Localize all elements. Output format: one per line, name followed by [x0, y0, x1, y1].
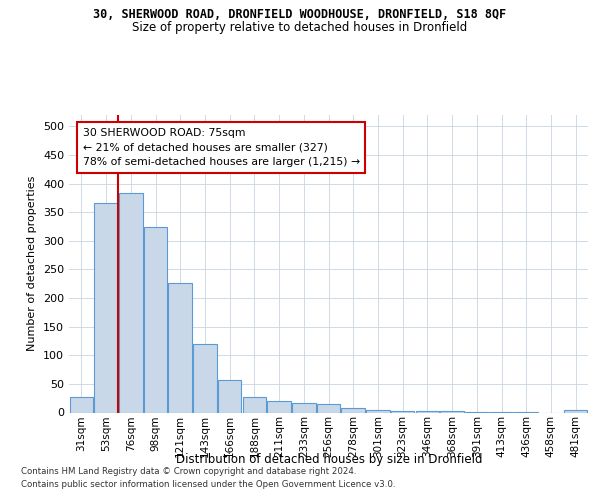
- Text: Size of property relative to detached houses in Dronfield: Size of property relative to detached ho…: [133, 21, 467, 34]
- Y-axis label: Number of detached properties: Number of detached properties: [28, 176, 37, 352]
- Bar: [341, 408, 365, 412]
- Bar: [169, 282, 192, 412]
- Bar: [242, 397, 266, 412]
- Bar: [218, 380, 241, 412]
- Bar: [317, 404, 340, 412]
- Bar: [391, 411, 415, 412]
- Bar: [144, 226, 167, 412]
- Text: 30, SHERWOOD ROAD, DRONFIELD WOODHOUSE, DRONFIELD, S18 8QF: 30, SHERWOOD ROAD, DRONFIELD WOODHOUSE, …: [94, 8, 506, 22]
- Text: 30 SHERWOOD ROAD: 75sqm
← 21% of detached houses are smaller (327)
78% of semi-d: 30 SHERWOOD ROAD: 75sqm ← 21% of detache…: [83, 128, 360, 167]
- Text: Contains public sector information licensed under the Open Government Licence v3: Contains public sector information licen…: [21, 480, 395, 489]
- Text: Contains HM Land Registry data © Crown copyright and database right 2024.: Contains HM Land Registry data © Crown c…: [21, 467, 356, 476]
- Bar: [292, 403, 316, 412]
- Bar: [94, 202, 118, 412]
- Bar: [366, 410, 389, 412]
- Bar: [268, 401, 291, 412]
- Bar: [564, 410, 587, 412]
- Text: Distribution of detached houses by size in Dronfield: Distribution of detached houses by size …: [176, 452, 482, 466]
- Bar: [119, 194, 143, 412]
- Bar: [70, 397, 93, 412]
- Bar: [193, 344, 217, 412]
